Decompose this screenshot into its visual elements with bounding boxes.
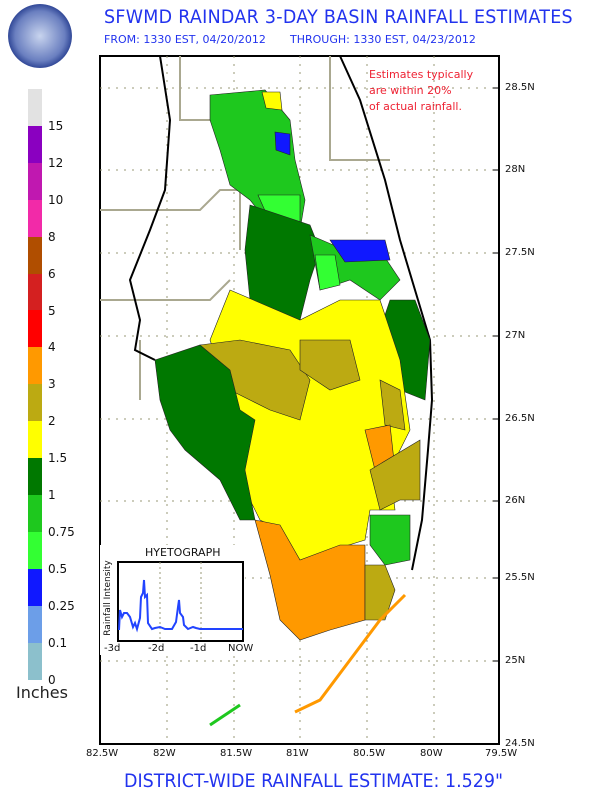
legend-label: 0.1 xyxy=(48,635,68,650)
legend-swatch xyxy=(28,310,42,348)
lon-label: 82W xyxy=(153,748,176,759)
legend-unit: Inches xyxy=(16,683,68,702)
legend-label: 0 xyxy=(48,672,56,687)
lat-label: 25N xyxy=(505,655,526,666)
lon-label: 81.5W xyxy=(220,748,253,759)
legend-label: 2 xyxy=(48,414,56,429)
legend-label: 5 xyxy=(48,303,56,318)
legend-label: 0.25 xyxy=(48,598,75,613)
legend-label: 1.5 xyxy=(48,451,68,466)
lon-label: 80W xyxy=(420,748,443,759)
legend-label: 6 xyxy=(48,266,56,281)
lat-label: 27.5N xyxy=(505,247,535,258)
legend-swatch xyxy=(28,605,42,643)
through-time: THROUGH: 1330 EST, 04/23/2012 xyxy=(290,33,476,46)
legend-label: 4 xyxy=(48,340,56,355)
lon-label: 80.5W xyxy=(353,748,386,759)
hyeto-tick-3d: -3d xyxy=(104,643,121,654)
lat-label: 25.5N xyxy=(505,572,535,583)
legend-label: 8 xyxy=(48,229,56,244)
hyetograph-title: HYETOGRAPH xyxy=(145,546,221,559)
legend-swatch xyxy=(28,642,42,680)
legend-swatch xyxy=(28,568,42,606)
legend-label: 3 xyxy=(48,377,56,392)
from-time: FROM: 1330 EST, 04/20/2012 xyxy=(104,33,266,46)
page-title: SFWMD RAINDAR 3-DAY BASIN RAINFALL ESTIM… xyxy=(104,6,573,28)
hyetograph-plot xyxy=(117,561,244,642)
legend-label: 1 xyxy=(48,488,56,502)
lat-label: 28N xyxy=(505,164,526,175)
district-wide-estimate: DISTRICT-WIDE RAINFALL ESTIMATE: 1.529" xyxy=(124,770,504,792)
legend-swatch xyxy=(28,236,42,274)
lat-label: 28.5N xyxy=(505,82,535,93)
legend-swatch xyxy=(28,89,42,126)
legend-swatch xyxy=(28,347,42,385)
lat-label: 26.5N xyxy=(505,413,535,424)
hyeto-tick-2d: -2d xyxy=(148,643,165,654)
legend-label: 0.75 xyxy=(48,524,75,539)
lat-label: 27N xyxy=(505,330,526,341)
sfwmd-logo xyxy=(8,4,72,68)
lat-label: 26N xyxy=(505,495,526,506)
lon-label: 79.5W xyxy=(485,748,518,759)
legend-swatch xyxy=(28,531,42,569)
legend-swatch xyxy=(28,494,42,532)
hyeto-tick-1d: -1d xyxy=(190,643,207,654)
legend-label: 10 xyxy=(48,192,64,207)
note-line: are within 20% xyxy=(369,84,452,97)
legend-swatch xyxy=(28,458,42,495)
legend-swatch xyxy=(28,273,42,311)
legend-label: 12 xyxy=(48,155,64,170)
note-line: Estimates typically xyxy=(369,68,474,81)
legend-swatch xyxy=(28,125,42,163)
legend-swatch xyxy=(28,384,42,422)
hyeto-tick-now: NOW xyxy=(228,643,254,654)
lat-label: 24.5N xyxy=(505,738,535,749)
lon-label: 81W xyxy=(286,748,309,759)
note-line: of actual rainfall. xyxy=(369,100,462,113)
legend-swatch xyxy=(28,162,42,200)
hyetograph-inset: HYETOGRAPH Rainfall Intensity -3d -2d -1… xyxy=(100,545,253,655)
legend-swatch xyxy=(28,199,42,237)
legend-swatch xyxy=(28,421,42,459)
lon-label: 82.5W xyxy=(86,748,119,759)
legend-label: 15 xyxy=(48,119,64,133)
accuracy-note: Estimates typically are within 20% of ac… xyxy=(369,67,473,115)
legend-label: 0.5 xyxy=(48,561,68,576)
